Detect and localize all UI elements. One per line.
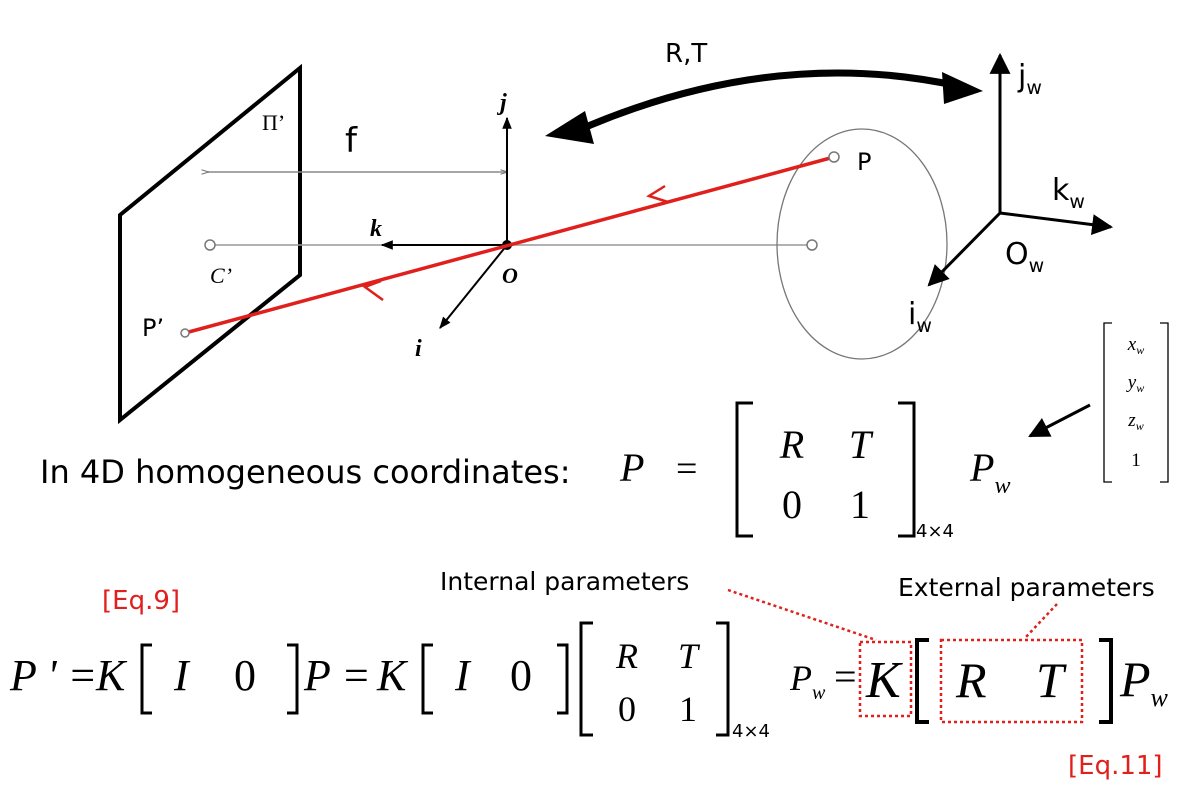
eq-bottom-k2: K [376, 651, 409, 700]
world-origin-label: Ow [1005, 237, 1044, 277]
axis-endpoint [806, 239, 818, 251]
world-origin-sub: w [1029, 255, 1045, 277]
world-point-marker [828, 151, 840, 163]
vector-bracket-left [1103, 322, 1112, 483]
eq-bottom-identity2: I [454, 651, 472, 700]
eq-bottom-pw2: Pw [1119, 651, 1169, 712]
rt-matrix-one: 1 [679, 689, 697, 729]
world-i-sub: w [916, 315, 932, 337]
vector-entry-x: xw [1127, 334, 1144, 357]
transform-label: R,T [665, 39, 707, 69]
identity-bracket-left [140, 643, 152, 715]
eq4d-matrix-one: 1 [850, 482, 870, 527]
vector-bracket-right [1160, 322, 1169, 483]
camera-origin-label: O [502, 263, 518, 288]
internal-parameters-label: Internal parameters [440, 567, 689, 596]
eq-bottom-identity: I [173, 651, 191, 700]
world-j-base: j [1017, 59, 1026, 94]
eq4d-matrix-t: T [849, 422, 874, 467]
eq-bottom-pw: Pw [789, 658, 826, 704]
world-sphere [776, 128, 948, 360]
eq-bottom-p-eq: P = [303, 651, 371, 700]
external-leader [1024, 603, 1058, 639]
eq4d-matrix-zero: 0 [782, 482, 802, 527]
vector-entry-z: zw [1127, 410, 1143, 433]
world-point-label: P [857, 148, 871, 176]
rigid-transform-arrow [568, 69, 962, 137]
world-point-vector: xw yw zw 1 [1103, 322, 1169, 483]
eq-bottom-equals: = [834, 654, 857, 699]
world-j-sub: w [1026, 77, 1042, 99]
eq4d-bracket-left [735, 401, 753, 538]
eq4d-matrix-r: R [779, 422, 804, 467]
focal-length-label: f [345, 121, 358, 161]
image-point-marker [180, 328, 190, 338]
world-j-label: jw [1017, 59, 1042, 99]
identity2-bracket-left [421, 643, 433, 715]
eq4d-rhs: Pw [969, 445, 1010, 499]
rigid-transform-head-right [942, 72, 983, 104]
vector-entry-one: 1 [1131, 450, 1141, 471]
rt-matrix-zero: 0 [618, 689, 636, 729]
ray-direction-arrow-near [362, 279, 384, 302]
eq4d-dimension: 4×4 [916, 521, 954, 542]
world-k-base: k [1052, 173, 1070, 208]
ray-direction-arrow-far [646, 184, 669, 204]
eq-bottom-lhs: P ' = [9, 651, 97, 700]
eq9-tag: [Eq.9] [102, 586, 180, 616]
camera-j-label: j [496, 90, 507, 116]
rt-matrix-r: R [615, 636, 638, 676]
eq-bottom-zero: 0 [234, 651, 256, 700]
camera-i-axis [439, 244, 508, 329]
extrinsic-bracket-left [915, 638, 929, 724]
external-parameters-label: External parameters [898, 573, 1155, 602]
eq4d-lhs: P [619, 445, 644, 490]
world-i-base: i [908, 297, 916, 332]
eq-bottom-k3: K [865, 652, 903, 709]
image-plane [118, 63, 302, 425]
extrinsic-bracket-right [1099, 638, 1113, 724]
eq-bottom-r: R [955, 652, 987, 708]
camera-k-label: k [370, 216, 382, 242]
camera-i-label: i [415, 336, 422, 362]
world-k-sub: w [1069, 191, 1085, 213]
homogeneous-caption: In 4D homogeneous coordinates: [40, 453, 570, 491]
world-origin-base: O [1005, 237, 1029, 272]
world-k-axis [999, 211, 1114, 236]
rt-matrix-bracket-right [716, 621, 730, 737]
eq4d-equals: = [676, 448, 697, 490]
eq-bottom-zero2: 0 [510, 651, 532, 700]
world-i-axis [927, 211, 1002, 287]
vector-entry-y: yw [1126, 372, 1144, 395]
rt-matrix-t: T [678, 636, 701, 676]
principal-point-label: C’ [210, 263, 232, 288]
eq-bottom-k1: K [95, 651, 128, 700]
projection-ray [184, 155, 835, 335]
image-plane-label: Π’ [262, 110, 285, 135]
world-k-label: kw [1052, 173, 1085, 213]
identity2-bracket-right [557, 643, 569, 715]
rt-matrix-dimension: 4×4 [732, 721, 770, 742]
rt-matrix-bracket-left [579, 621, 593, 737]
external-parameters-box [939, 638, 1084, 724]
principal-point [204, 239, 216, 251]
vector-pointer-arrow [1028, 403, 1091, 438]
internal-parameters-box [858, 640, 913, 718]
identity-bracket-right [287, 643, 299, 715]
eq4d-bracket-right [898, 401, 916, 538]
eq11-tag: [Eq.11] [1068, 751, 1163, 781]
world-i-label: iw [908, 297, 932, 337]
rigid-transform-head-left [545, 111, 594, 144]
image-point-label: P’ [142, 314, 164, 342]
internal-leader [727, 588, 877, 642]
eq-bottom-t: T [1036, 652, 1067, 708]
